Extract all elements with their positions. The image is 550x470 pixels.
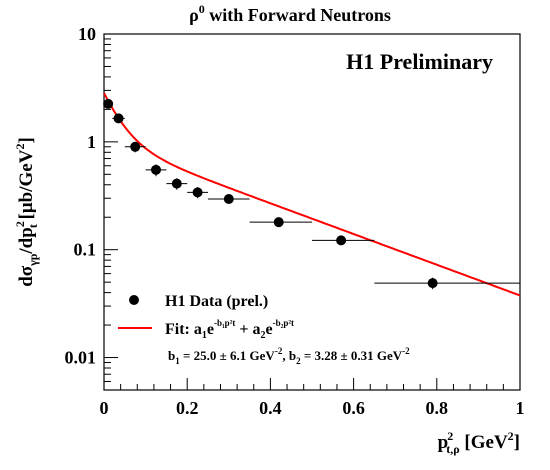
chart-title: ρ0 with Forward Neutrons: [189, 2, 391, 25]
data-marker: [336, 235, 347, 246]
y-tick-label: 1: [87, 132, 96, 152]
data-marker: [103, 98, 114, 109]
plot-frame: [103, 33, 521, 391]
legend-fit-label: Fit: a1e-b₁p²t + a2e-b₂p²t: [165, 318, 294, 341]
fit-params-label: b1 = 25.0 ± 6.1 GeV-2, b2 = 3.28 ± 0.31 …: [168, 346, 410, 366]
data-marker: [427, 278, 438, 289]
x-axis-label: p2 t,ρ [GeV2]: [438, 429, 520, 456]
data-marker: [192, 187, 203, 198]
data-marker: [273, 217, 284, 228]
data-point: [166, 178, 188, 190]
data-point: [249, 217, 312, 228]
y-axis: 10 1 0.1 0.01: [65, 24, 118, 391]
x-tick-label: 0.6: [342, 398, 365, 418]
x-tick-label: 0: [100, 398, 109, 418]
data-point: [374, 277, 520, 290]
data-marker: [151, 164, 161, 175]
data-point: [124, 141, 146, 153]
legend-data-marker: [129, 295, 139, 305]
legend: H1 Data (prel.) Fit: a1e-b₁p²t + a2e-b₂p…: [118, 293, 410, 366]
y-tick-label: 0.1: [74, 240, 97, 260]
data-marker: [223, 194, 234, 205]
legend-data-label: H1 Data (prel.): [165, 293, 268, 310]
fit-curve: [103, 92, 521, 297]
x-tick-label: 0.4: [259, 398, 282, 418]
x-tick-label: 1: [516, 398, 525, 418]
data-marker: [130, 141, 141, 152]
data-point: [103, 98, 114, 109]
annotation-h1-preliminary: H1 Preliminary: [346, 49, 493, 74]
data-series: [103, 98, 520, 290]
data-point: [145, 164, 167, 177]
y-axis-label: dσγp/dp2t [μb/GeV2]: [13, 137, 40, 287]
y-tick-label: 0.01: [65, 348, 97, 368]
y-tick-label: 10: [78, 24, 96, 44]
x-tick-label: 0.2: [176, 398, 199, 418]
data-point: [208, 194, 250, 205]
data-marker: [113, 113, 124, 124]
x-axis: 0 0.2 0.4 0.6 0.8 1: [100, 378, 525, 418]
data-point: [187, 187, 208, 199]
data-marker: [171, 178, 182, 189]
x-tick-label: 0.8: [426, 398, 449, 418]
data-point: [112, 113, 125, 124]
data-point: [312, 235, 375, 246]
